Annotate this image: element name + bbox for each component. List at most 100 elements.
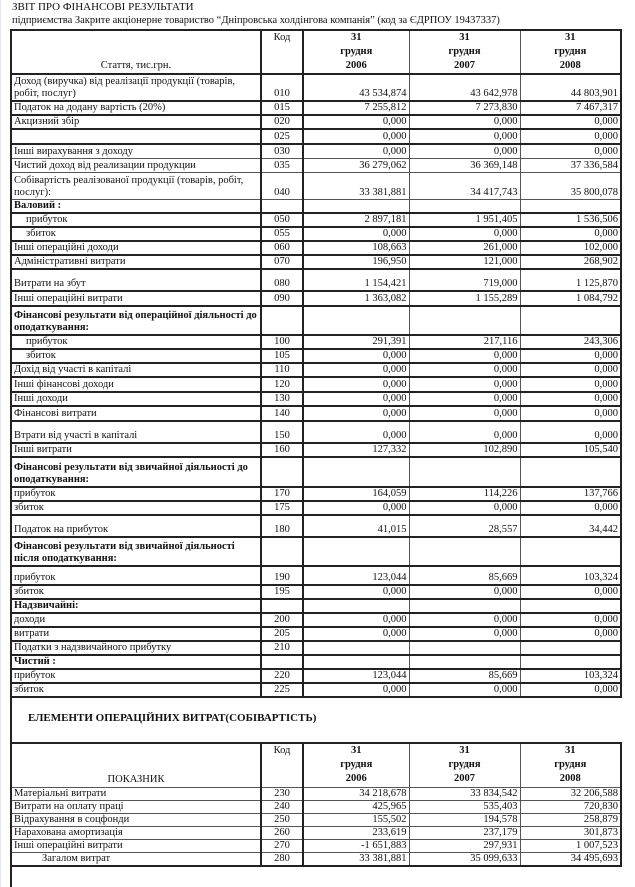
table-row: Податок на прибуток 180 41,015 28,557 34,442 [10, 514, 622, 538]
row-label: збиток [10, 682, 262, 698]
row-value: 0,000 [519, 376, 622, 393]
row-value: 0,000 [408, 128, 521, 145]
row-value [519, 654, 622, 670]
table-row: збиток 175 0,000 0,000 0,000 [10, 500, 622, 516]
row-label: Акцизний збір [10, 114, 262, 130]
row-value: 258,879 [519, 812, 622, 827]
row-value: 102,000 [519, 240, 622, 256]
header-label: Стаття, тис.грн. [10, 29, 262, 75]
row-code: 105 [260, 348, 304, 364]
header-code-text: Код [273, 745, 291, 756]
row-value: 1 363,082 [302, 290, 410, 307]
row-value: 1 084,792 [519, 290, 622, 307]
row-value: 155,502 [302, 812, 410, 827]
row-label: Інші доходи [10, 391, 262, 407]
row-value: 0,000 [408, 405, 521, 422]
row-value [302, 640, 410, 656]
header-label-text: Стаття, тис.грн. [100, 60, 172, 71]
row-value: 217,116 [408, 334, 521, 350]
row-label: Інші фінансові доходи [10, 376, 262, 393]
period-year: 2006 [345, 773, 367, 784]
row-code: 170 [260, 486, 304, 502]
row-value: 34 495,693 [519, 851, 622, 866]
row-code: 020 [260, 114, 304, 130]
table-row: Інші операційні доходи 060 108,663 261,000 1… [10, 240, 622, 256]
row-label: Надзвичайні: [10, 598, 262, 614]
row-label: Інші операційні витрати [10, 838, 262, 853]
table-row: прибуток 220 123,044 85,669 103,324 [10, 668, 622, 684]
header-label-text: ПОКАЗНИК [107, 773, 165, 785]
row-value: 0,000 [519, 128, 622, 145]
row-value [302, 536, 410, 567]
row-value: 121,000 [408, 254, 521, 270]
row-value: 0,000 [519, 362, 622, 378]
header-period: 31 грудня 2007 [408, 742, 521, 788]
table-row: Собівартість реалізованої продукції (тов… [10, 171, 622, 200]
table-row: Чистий доход від реализации продукции 035… [10, 157, 622, 173]
table-row: Інші витрати 160 127,332 102,890 105,540 [10, 442, 622, 458]
row-label: Витрати на оплату праці [10, 799, 262, 814]
header-period: 31 грудня 2007 [408, 29, 521, 75]
row-code: 120 [260, 376, 304, 393]
table-row: прибуток 050 2 897,181 1 951,405 1 536,506 [10, 212, 622, 228]
row-code: 180 [260, 514, 304, 538]
period-day: 31 [459, 32, 470, 43]
row-value: 34 218,678 [302, 786, 410, 801]
header-code-text: Код [273, 32, 291, 43]
row-value: 33 381,881 [302, 171, 410, 200]
table-row: Дохід від участі в капіталі 110 0,000 0,000… [10, 362, 622, 378]
row-label: прибуток [10, 212, 262, 228]
row-value: 1 154,421 [302, 268, 410, 292]
row-value: 34 417,743 [408, 171, 521, 200]
row-label: Відрахування в соцфонди [10, 812, 262, 827]
row-code: 025 [260, 128, 304, 145]
row-label: Інші операційні доходи [10, 240, 262, 256]
row-value [302, 305, 410, 336]
row-label: Доход (виручка) від реалізації продукції… [10, 73, 262, 102]
row-value: 0,000 [519, 626, 622, 642]
period-year: 2008 [559, 60, 581, 71]
row-code [260, 598, 304, 614]
row-code: 110 [260, 362, 304, 378]
row-value: 0,000 [302, 584, 410, 600]
row-code: 230 [260, 786, 304, 801]
row-value: 0,000 [302, 405, 410, 422]
row-value: 33 834,542 [408, 786, 521, 801]
row-code: 015 [260, 100, 304, 116]
row-code [260, 536, 304, 567]
row-value: 0,000 [408, 348, 521, 364]
row-value [302, 654, 410, 670]
row-value: 1 125,870 [519, 268, 622, 292]
row-value: 0,000 [302, 128, 410, 145]
row-value: 102,890 [408, 442, 521, 458]
row-label: збиток [10, 226, 262, 242]
row-code: 270 [260, 838, 304, 853]
row-code: 160 [260, 442, 304, 458]
row-code: 035 [260, 157, 304, 173]
row-value: 0,000 [408, 226, 521, 242]
row-value: 0,000 [302, 626, 410, 642]
row-value: 0,000 [519, 348, 622, 364]
row-value: 7 255,812 [302, 100, 410, 116]
financial-results-table: Стаття, тис.грн. Код 31 грудня 2006 31 грудня 2… [10, 29, 622, 698]
row-value: 36 369,148 [408, 157, 521, 173]
row-value [408, 598, 521, 614]
row-value: 127,332 [302, 442, 410, 458]
row-value: 297,931 [408, 838, 521, 853]
row-value: 0,000 [302, 362, 410, 378]
row-label: Податок на прибуток [10, 514, 262, 538]
row-value: 34,442 [519, 514, 622, 538]
table-row: прибуток 170 164,059 114,226 137,766 [10, 486, 622, 502]
row-value: 33 381,881 [302, 851, 410, 866]
header-label: ПОКАЗНИК [10, 742, 262, 788]
table-row: прибуток 190 123,044 85,669 103,324 [10, 565, 622, 586]
row-value [408, 305, 521, 336]
report-title: ЗВІТ ПРО ФІНАНСОВІ РЕЗУЛЬТАТИ [12, 1, 194, 13]
table-row: Нарахована амортизація 260 233,619 237,179 3… [10, 825, 622, 840]
row-value: 108,663 [302, 240, 410, 256]
row-value: 0,000 [302, 114, 410, 130]
row-value: 0,000 [408, 376, 521, 393]
row-value [519, 198, 622, 214]
row-value: 36 279,062 [302, 157, 410, 173]
row-value: 1 007,523 [519, 838, 622, 853]
